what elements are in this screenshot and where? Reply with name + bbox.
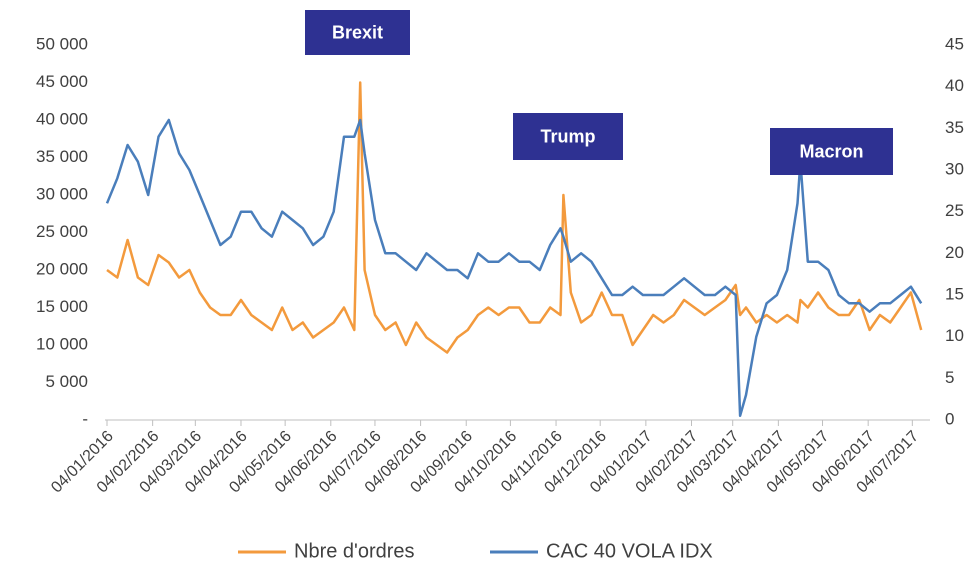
y2-tick-label: 45 — [945, 34, 964, 53]
y2-tick-label: 40 — [945, 76, 964, 95]
y-tick-label: 40 000 — [36, 109, 88, 128]
annotation: Brexit — [332, 22, 383, 42]
y2-tick-label: 0 — [945, 409, 954, 428]
annotation: Macron — [799, 141, 863, 161]
y-tick-label: - — [82, 409, 88, 428]
y2-tick-label: 5 — [945, 368, 954, 387]
annotation-box — [513, 113, 623, 160]
series-line — [106, 81, 923, 354]
y-tick-label: 15 000 — [36, 297, 88, 316]
y-tick-label: 25 000 — [36, 222, 88, 241]
y-tick-label: 50 000 — [36, 34, 88, 53]
y2-tick-label: 25 — [945, 201, 964, 220]
legend-label: CAC 40 VOLA IDX — [546, 540, 713, 562]
y-tick-label: 20 000 — [36, 259, 88, 278]
annotation-box — [305, 10, 410, 55]
y2-tick-label: 30 — [945, 159, 964, 178]
legend-label: Nbre d'ordres — [294, 540, 415, 562]
y2-tick-label: 10 — [945, 326, 964, 345]
y-tick-label: 35 000 — [36, 147, 88, 166]
y2-tick-label: 20 — [945, 243, 964, 262]
y-tick-label: 45 000 — [36, 72, 88, 91]
annotation: Trump — [540, 126, 595, 146]
y-tick-label: 5 000 — [45, 372, 88, 391]
series-line — [105, 118, 923, 418]
y-tick-label: 30 000 — [36, 184, 88, 203]
annotation-box — [770, 128, 893, 175]
y2-tick-label: 35 — [945, 118, 964, 137]
y-tick-label: 10 000 — [36, 334, 88, 353]
y2-tick-label: 15 — [945, 284, 964, 303]
